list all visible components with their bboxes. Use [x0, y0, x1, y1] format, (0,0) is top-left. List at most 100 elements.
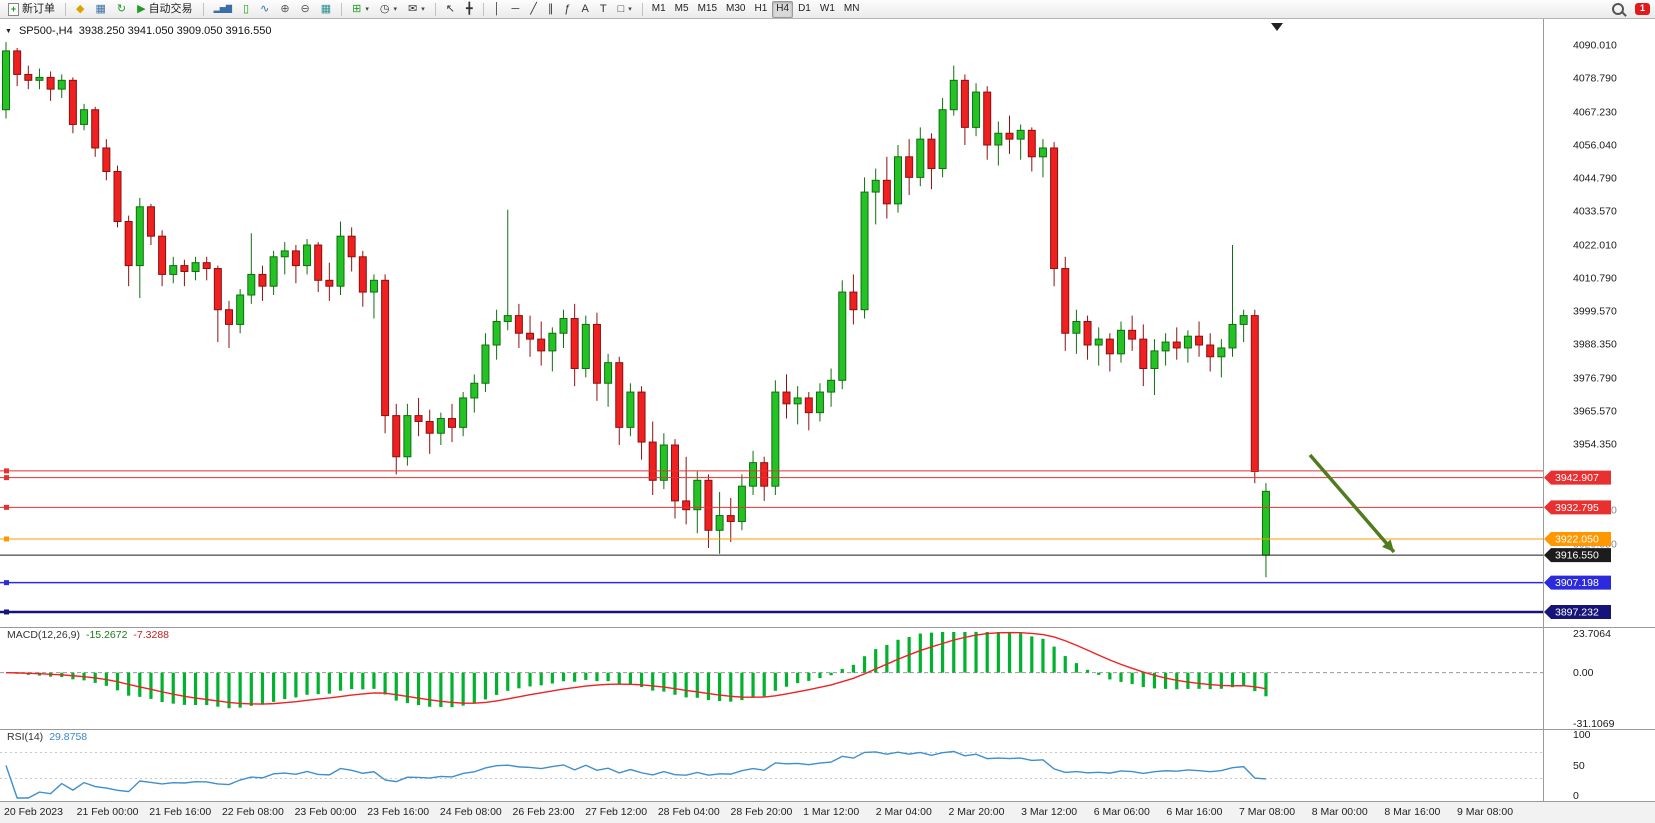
candle-down: [68, 79, 77, 125]
autotrading-button[interactable]: ▶ 自动交易: [132, 1, 197, 18]
price-tag[interactable]: [1544, 531, 1611, 546]
chart-shift-marker[interactable]: [1271, 23, 1283, 31]
tile-windows-button[interactable]: ▦: [316, 1, 336, 18]
candle-up: [871, 179, 880, 193]
macd-axis-label: -31.1069: [1573, 718, 1615, 730]
refresh-button[interactable]: ↻: [112, 1, 131, 18]
time-axis-strip: [0, 801, 1655, 823]
line-handle[interactable]: [4, 475, 9, 481]
candle-down: [983, 91, 992, 146]
chevron-down-icon: ▾: [421, 5, 425, 13]
line-handle[interactable]: [4, 609, 9, 615]
candle-down: [615, 362, 624, 428]
vertical-line-button[interactable]: │: [489, 1, 506, 18]
period-button[interactable]: ◷ ▾: [375, 1, 402, 18]
bar-chart-button[interactable]: ▂▅▇: [209, 1, 237, 18]
text-tool-icon: A: [581, 2, 589, 15]
candle-down: [782, 391, 791, 405]
candlestick-chart-button[interactable]: ▯: [238, 1, 254, 18]
trend-arrow-annotation[interactable]: [1308, 453, 1396, 554]
time-axis-label: 22 Feb 08:00: [222, 806, 284, 818]
horizontal-line-button[interactable]: ─: [506, 1, 524, 18]
fibonacci-button[interactable]: ƒ: [559, 1, 575, 18]
timeframe-m1-button[interactable]: M1: [648, 1, 670, 18]
timeframe-h4-button[interactable]: H4: [772, 0, 794, 18]
candle-down: [1027, 129, 1036, 158]
timeframe-m15-button[interactable]: M15: [694, 1, 721, 18]
candle-down: [905, 156, 914, 178]
line-handle[interactable]: [4, 580, 9, 586]
line-handle[interactable]: [4, 468, 9, 474]
macd-main-value: -15.2672: [85, 629, 128, 641]
line-handle[interactable]: [4, 504, 9, 510]
crosshair-button[interactable]: ╋: [461, 1, 478, 18]
line-handle[interactable]: [4, 536, 9, 542]
shapes-button[interactable]: □ ▾: [613, 1, 637, 18]
cursor-button[interactable]: ↖: [441, 1, 460, 18]
time-axis-label: 28 Feb 20:00: [731, 806, 793, 818]
timeframe-d1-button[interactable]: D1: [794, 1, 815, 18]
zoom-out-button[interactable]: ⊖: [296, 1, 315, 18]
alerts-button[interactable]: ◆: [71, 1, 89, 18]
time-axis-label: 21 Feb 00:00: [77, 806, 139, 818]
timeframe-m5-button[interactable]: M5: [671, 1, 693, 18]
toolbox-button[interactable]: ▦: [90, 1, 110, 18]
candle-up: [715, 515, 724, 531]
candle-up: [1117, 329, 1125, 355]
price-tag[interactable]: [1544, 604, 1611, 619]
candle-up: [1261, 490, 1270, 556]
macd-axis-label: 0.00: [1573, 667, 1594, 679]
new-chart-icon: ⊞: [352, 2, 362, 15]
candle-up: [1038, 147, 1047, 158]
candle-down: [358, 256, 367, 293]
refresh-icon: ↻: [116, 2, 127, 15]
candle-up: [737, 485, 746, 522]
price-tag[interactable]: [1544, 500, 1611, 515]
timeframe-mn-button[interactable]: MN: [840, 1, 864, 18]
candle-down: [1083, 320, 1092, 346]
cursor-icon: ↖: [445, 2, 455, 15]
timeframe-w1-button[interactable]: W1: [816, 1, 839, 18]
timeframe-h1-button[interactable]: H1: [750, 1, 771, 18]
price-tag[interactable]: [1544, 575, 1611, 590]
candle-up: [604, 362, 613, 384]
candle-down: [180, 265, 189, 272]
time-axis-label: 1 Mar 12:00: [803, 806, 859, 818]
new-chart-button[interactable]: ⊞ ▾: [347, 1, 374, 18]
candle-down: [1105, 338, 1114, 355]
text-tool-button[interactable]: A: [577, 1, 594, 18]
zoom-in-button[interactable]: ⊕: [275, 1, 294, 18]
time-axis-label: 28 Feb 04:00: [658, 806, 720, 818]
candle-down: [849, 291, 858, 311]
label-tool-button[interactable]: T: [595, 1, 612, 18]
line-chart-icon: ∿: [260, 2, 270, 15]
current-price-tag[interactable]: [1544, 548, 1611, 563]
candle-up: [236, 294, 245, 325]
channel-button[interactable]: ∥: [543, 1, 559, 18]
candle-up: [80, 109, 89, 125]
candle-down: [570, 318, 579, 370]
horizontal-line-icon: ─: [511, 2, 520, 15]
snapshot-button[interactable]: ✉ ▾: [403, 1, 430, 18]
line-chart-button[interactable]: ∿: [255, 1, 274, 18]
toolbar-separator: [65, 2, 66, 16]
timeframe-m30-button[interactable]: M30: [722, 1, 749, 18]
search-button[interactable]: [1607, 1, 1629, 18]
candle-down: [347, 235, 356, 258]
price-axis-label: 4078.790: [1573, 72, 1617, 84]
candle-up: [559, 318, 568, 334]
candle-down: [760, 462, 769, 487]
price-tag[interactable]: [1544, 470, 1611, 485]
vertical-line-icon: │: [493, 2, 501, 15]
symbol-list-icon[interactable]: ▼: [5, 27, 12, 35]
fibonacci-icon: ƒ: [564, 2, 571, 15]
trendline-button[interactable]: ╱: [525, 1, 542, 18]
time-axis-label: 26 Feb 23:00: [513, 806, 575, 818]
candle-up: [894, 156, 902, 205]
new-order-button[interactable]: + 新订单: [3, 1, 60, 18]
time-axis-label: 9 Mar 08:00: [1457, 806, 1513, 818]
macd-signal-line: [5, 631, 1267, 705]
candle-up: [191, 262, 200, 272]
notification-badge[interactable]: 1: [1634, 3, 1650, 15]
